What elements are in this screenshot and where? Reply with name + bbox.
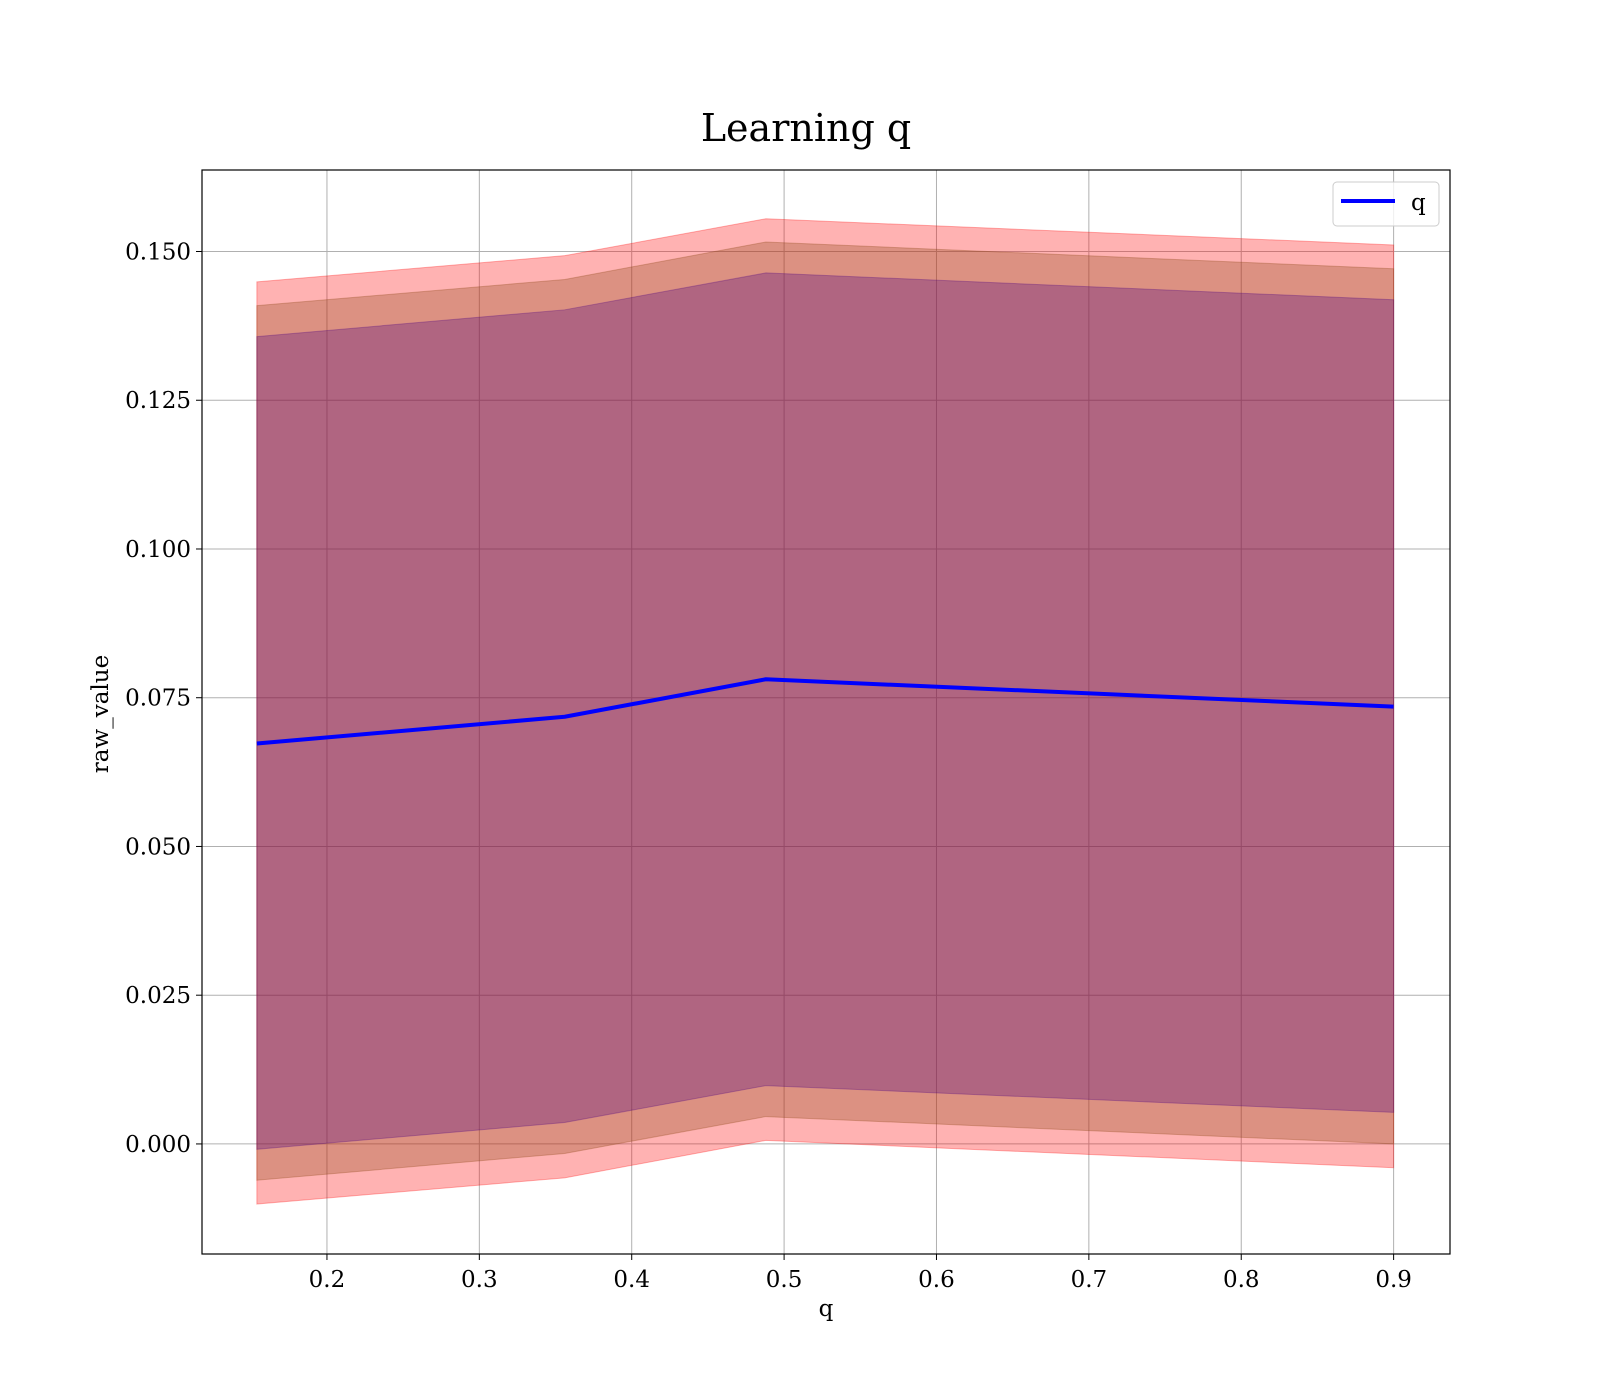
axis-ticks: 0.2 0.3 0.4 0.5 0.6 0.7 0.8 0.9 0.000 0.025 0.050 0… bbox=[125, 240, 1412, 1293]
x-tick-label: 0.9 bbox=[1375, 1267, 1412, 1293]
y-tick-label: 0.125 bbox=[125, 388, 191, 414]
y-tick-label: 0.150 bbox=[125, 240, 191, 266]
x-tick-label: 0.4 bbox=[613, 1267, 650, 1293]
plot-frame bbox=[201, 169, 1451, 1255]
y-tick-label: 0.025 bbox=[125, 983, 191, 1009]
x-tick-label: 0.2 bbox=[309, 1267, 346, 1293]
x-axis-label: q bbox=[819, 1296, 834, 1322]
y-axis-label: raw_value bbox=[88, 655, 114, 773]
y-tick-label: 0.100 bbox=[125, 537, 191, 563]
series-line-q bbox=[256, 677, 1394, 746]
legend-box bbox=[1332, 181, 1440, 227]
x-tick-label: 0.7 bbox=[1071, 1267, 1108, 1293]
confidence-band-3 bbox=[256, 272, 1395, 1150]
chart-title: Learning q bbox=[701, 106, 911, 150]
x-tick-label: 0.6 bbox=[918, 1267, 955, 1293]
grid bbox=[202, 170, 1450, 1254]
x-tick-label: 0.3 bbox=[461, 1267, 498, 1293]
legend: q bbox=[1332, 181, 1440, 227]
y-tick-label: 0.050 bbox=[125, 834, 191, 860]
series-lines bbox=[256, 677, 1394, 746]
legend-label-q: q bbox=[1411, 190, 1426, 216]
x-tick-label: 0.5 bbox=[766, 1267, 803, 1293]
x-tick-label: 0.8 bbox=[1223, 1267, 1260, 1293]
confidence-bands bbox=[256, 218, 1395, 1205]
confidence-band-2 bbox=[256, 241, 1395, 1181]
confidence-band-1 bbox=[256, 218, 1395, 1205]
y-tick-label: 0.075 bbox=[125, 686, 191, 712]
y-tick-label: 0.000 bbox=[125, 1132, 191, 1158]
